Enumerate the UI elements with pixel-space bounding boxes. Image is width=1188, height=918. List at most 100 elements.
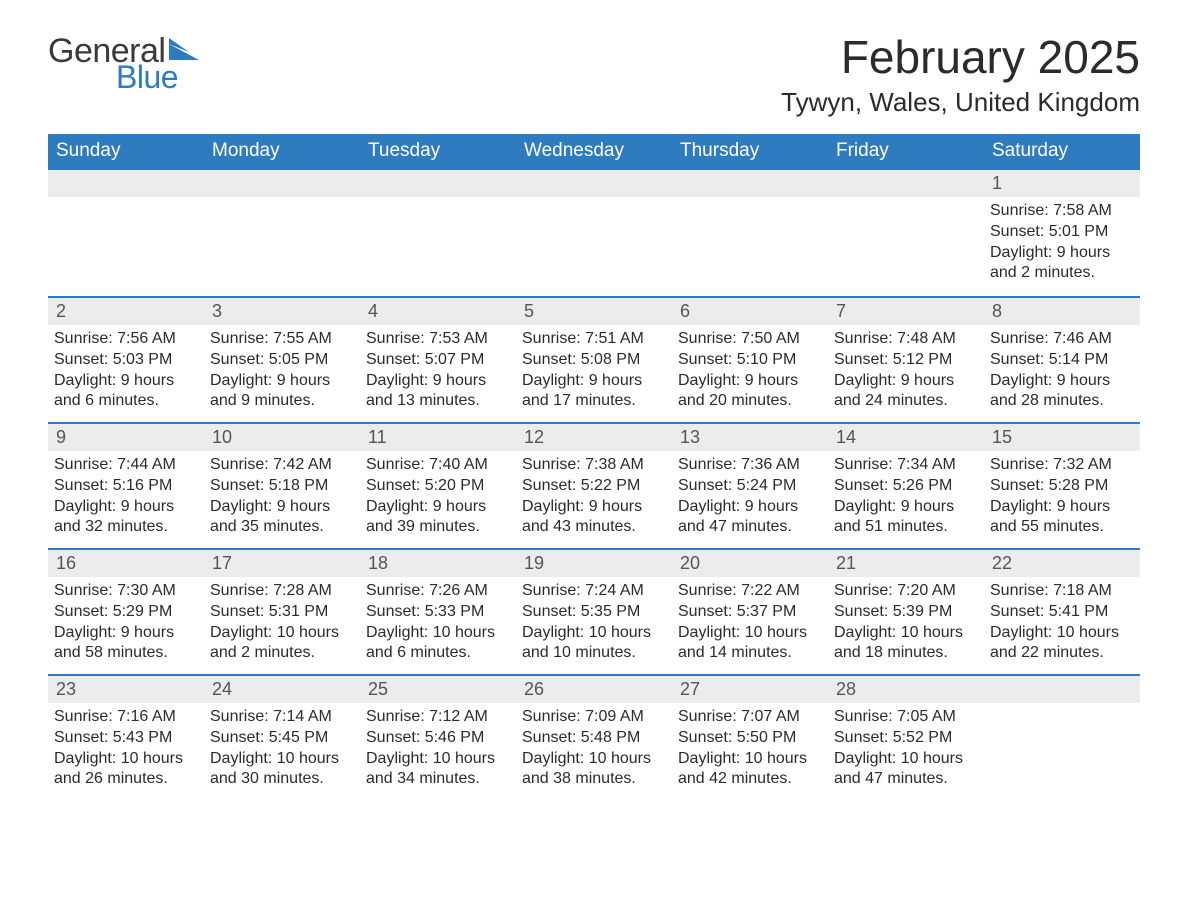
calendar-day: 10Sunrise: 7:42 AMSunset: 5:18 PMDayligh… (204, 424, 360, 548)
day-info-line: Sunset: 5:29 PM (54, 602, 198, 623)
day-info-line: Sunset: 5:10 PM (678, 350, 822, 371)
day-number: 26 (516, 676, 672, 703)
day-number: 19 (516, 550, 672, 577)
day-number (984, 676, 1140, 703)
day-info-line: Sunset: 5:22 PM (522, 476, 666, 497)
flag-icon (169, 38, 199, 65)
calendar-day: 3 Sunrise: 7:55 AMSunset: 5:05 PMDaylight… (204, 298, 360, 422)
calendar-day: 2Sunrise: 7:56 AMSunset: 5:03 PMDaylight… (48, 298, 204, 422)
logo: General Blue (48, 32, 199, 96)
calendar-day: 13Sunrise: 7:36 AMSunset: 5:24 PMDayligh… (672, 424, 828, 548)
day-info-line: Daylight: 10 hours and 47 minutes. (834, 749, 978, 791)
day-number (48, 170, 204, 197)
calendar-day-empty (672, 170, 828, 296)
calendar-week: 9Sunrise: 7:44 AMSunset: 5:16 PMDaylight… (48, 422, 1140, 548)
day-number: 5 (516, 298, 672, 325)
day-number (204, 170, 360, 197)
calendar-day: 16Sunrise: 7:30 AMSunset: 5:29 PMDayligh… (48, 550, 204, 674)
day-number (828, 170, 984, 197)
day-number (516, 170, 672, 197)
day-info-line: Sunrise: 7:34 AM (834, 455, 978, 476)
day-number: 18 (360, 550, 516, 577)
day-info-line: Sunset: 5:05 PM (210, 350, 354, 371)
day-number: 1 (984, 170, 1140, 197)
day-number: 11 (360, 424, 516, 451)
location-subtitle: Tywyn, Wales, United Kingdom (781, 87, 1140, 118)
day-info-line: Daylight: 9 hours and 55 minutes. (990, 497, 1134, 539)
day-info-line: Sunset: 5:46 PM (366, 728, 510, 749)
day-number: 10 (204, 424, 360, 451)
calendar-day: 23Sunrise: 7:16 AMSunset: 5:43 PMDayligh… (48, 676, 204, 800)
day-info-line: Sunrise: 7:18 AM (990, 581, 1134, 602)
day-number: 22 (984, 550, 1140, 577)
calendar-day: 28 Sunrise: 7:05 AMSunset: 5:52 PMDayligh… (828, 676, 984, 800)
day-info-line: Sunrise: 7:32 AM (990, 455, 1134, 476)
day-info-line: Daylight: 9 hours and 47 minutes. (678, 497, 822, 539)
calendar-day-empty (516, 170, 672, 296)
calendar-week: 1Sunrise: 7:58 AMSunset: 5:01 PMDaylight… (48, 170, 1140, 296)
calendar-day: 25Sunrise: 7:12 AMSunset: 5:46 PMDayligh… (360, 676, 516, 800)
day-number: 15 (984, 424, 1140, 451)
day-info-line: Sunset: 5:43 PM (54, 728, 198, 749)
day-info-line: Sunset: 5:48 PM (522, 728, 666, 749)
day-info-line: Sunrise: 7:53 AM (366, 329, 510, 350)
month-title: February 2025 (781, 32, 1140, 83)
calendar-day: 11 Sunrise: 7:40 AMSunset: 5:20 PMDayligh… (360, 424, 516, 548)
day-info-line: Sunset: 5:08 PM (522, 350, 666, 371)
calendar-day: 17Sunrise: 7:28 AMSunset: 5:31 PMDayligh… (204, 550, 360, 674)
day-info-line: Sunrise: 7:24 AM (522, 581, 666, 602)
day-info-line: Daylight: 9 hours and 39 minutes. (366, 497, 510, 539)
day-number: 12 (516, 424, 672, 451)
calendar-week: 23Sunrise: 7:16 AMSunset: 5:43 PMDayligh… (48, 674, 1140, 800)
calendar-day: 12Sunrise: 7:38 AMSunset: 5:22 PMDayligh… (516, 424, 672, 548)
day-info-line: Sunrise: 7:30 AM (54, 581, 198, 602)
day-info-line: Daylight: 10 hours and 42 minutes. (678, 749, 822, 791)
calendar-day: 7Sunrise: 7:48 AMSunset: 5:12 PMDaylight… (828, 298, 984, 422)
day-info-line: Sunrise: 7:14 AM (210, 707, 354, 728)
day-info-line: Sunrise: 7:42 AM (210, 455, 354, 476)
calendar-day: 22 Sunrise: 7:18 AMSunset: 5:41 PMDayligh… (984, 550, 1140, 674)
day-number: 25 (360, 676, 516, 703)
day-info-line: Daylight: 10 hours and 26 minutes. (54, 749, 198, 791)
calendar-week: 16 Sunrise: 7:30 AMSunset: 5:29 PM Dayligh… (48, 548, 1140, 674)
day-info-line: Sunset: 5:20 PM (366, 476, 510, 497)
day-info-line: Daylight: 10 hours and 30 minutes. (210, 749, 354, 791)
day-number: 6 (672, 298, 828, 325)
day-info-line: Sunrise: 7:28 AM (210, 581, 354, 602)
day-info-line: Sunrise: 7:22 AM (678, 581, 822, 602)
title-block: February 2025 Tywyn, Wales, United Kingd… (781, 32, 1140, 118)
calendar-day: 18Sunrise: 7:26 AMSunset: 5:33 PMDayligh… (360, 550, 516, 674)
day-info-line: Sunrise: 7:05 AM (834, 707, 978, 728)
weekday-header: Friday (828, 134, 984, 170)
day-info-line: Daylight: 10 hours and 22 minutes. (990, 623, 1134, 665)
day-info-line: Sunrise: 7:40 AM (366, 455, 510, 476)
weekday-header: Wednesday (516, 134, 672, 170)
day-info-line: Daylight: 9 hours and 32 minutes. (54, 497, 198, 539)
day-info-line: Daylight: 10 hours and 2 minutes. (210, 623, 354, 665)
day-info-line: Sunset: 5:07 PM (366, 350, 510, 371)
day-info-line: Sunrise: 7:55 AM (210, 329, 354, 350)
day-number (672, 170, 828, 197)
day-number: 28 (828, 676, 984, 703)
day-info-line: Sunset: 5:16 PM (54, 476, 198, 497)
day-info-line: Sunset: 5:24 PM (678, 476, 822, 497)
day-info-line: Sunset: 5:35 PM (522, 602, 666, 623)
calendar-day-empty (360, 170, 516, 296)
day-number: 3 (204, 298, 360, 325)
day-info-line: Sunset: 5:52 PM (834, 728, 978, 749)
day-info-line: Sunrise: 7:12 AM (366, 707, 510, 728)
calendar-day: 1Sunrise: 7:58 AMSunset: 5:01 PMDaylight… (984, 170, 1140, 296)
day-number: 13 (672, 424, 828, 451)
day-info-line: Sunset: 5:33 PM (366, 602, 510, 623)
day-info-line: Sunset: 5:41 PM (990, 602, 1134, 623)
calendar-day: 20Sunrise: 7:22 AMSunset: 5:37 PMDayligh… (672, 550, 828, 674)
day-info-line: Sunrise: 7:50 AM (678, 329, 822, 350)
day-number: 16 (48, 550, 204, 577)
day-info-line: Sunset: 5:50 PM (678, 728, 822, 749)
calendar-day: 26Sunrise: 7:09 AMSunset: 5:48 PMDayligh… (516, 676, 672, 800)
day-info-line: Sunrise: 7:56 AM (54, 329, 198, 350)
weekday-header: Thursday (672, 134, 828, 170)
day-info-line: Daylight: 9 hours and 9 minutes. (210, 371, 354, 413)
weekday-header: Monday (204, 134, 360, 170)
weekday-header-row: SundayMondayTuesdayWednesdayThursdayFrid… (48, 134, 1140, 170)
